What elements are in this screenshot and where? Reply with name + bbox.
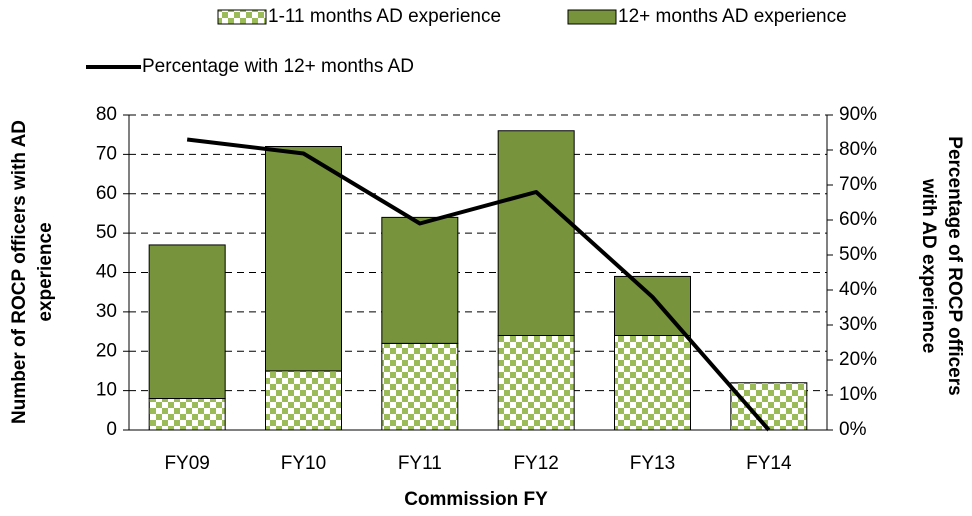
bar [381, 216, 459, 344]
line [186, 137, 771, 432]
bar [614, 335, 691, 431]
legend-label: 1-11 months AD experience [268, 6, 501, 27]
x-axis-title: Commission FY [404, 489, 548, 510]
y-tick-label: 10 [96, 380, 117, 401]
x-tick-label: FY12 [513, 453, 558, 474]
y-tick-label: 0 [106, 419, 117, 440]
y2-tick-label: 90% [839, 104, 877, 125]
y2-tick-label: 30% [839, 314, 877, 335]
y2-axis-title: with AD experience [918, 178, 939, 354]
bar [265, 146, 342, 372]
x-tick-label: FY13 [630, 453, 675, 474]
legend-swatch [567, 9, 617, 25]
bar [265, 370, 342, 431]
legend-label: Percentage with 12+ months AD [142, 56, 414, 77]
y-tick-label: 80 [96, 104, 117, 125]
y2-tick-label: 0% [839, 419, 867, 440]
y-tick-label: 50 [96, 222, 117, 243]
bar [497, 130, 575, 336]
y2-tick-label: 40% [839, 279, 877, 300]
y-tick-label: 70 [96, 143, 117, 164]
y2-tick-label: 80% [839, 139, 877, 160]
y2-tick-label: 10% [839, 384, 877, 405]
bar [730, 382, 808, 431]
x-tick-label: FY09 [164, 453, 209, 474]
x-tick-label: FY11 [398, 453, 442, 474]
bar [497, 335, 575, 431]
y-tick-label: 30 [96, 301, 117, 322]
legend-label: 12+ months AD experience [618, 6, 847, 27]
y-tick-label: 20 [96, 340, 117, 361]
y2-tick-label: 60% [839, 209, 877, 230]
y2-axis-title: Percentage of ROCP officers [944, 136, 965, 395]
y-axis-title: experience [35, 222, 56, 321]
y-tick-label: 40 [96, 262, 117, 283]
y2-tick-label: 70% [839, 174, 877, 195]
x-tick-label: FY14 [746, 453, 792, 474]
y2-tick-label: 50% [839, 244, 877, 265]
y2-tick-label: 20% [839, 349, 877, 370]
x-tick-label: FY10 [281, 453, 326, 474]
bar [148, 398, 226, 431]
y-tick-label: 60 [96, 183, 117, 204]
y-axis-title: Number of ROCP officers with AD [9, 120, 30, 424]
bar [148, 244, 226, 399]
bar [381, 342, 459, 431]
legend-swatch [217, 9, 267, 25]
